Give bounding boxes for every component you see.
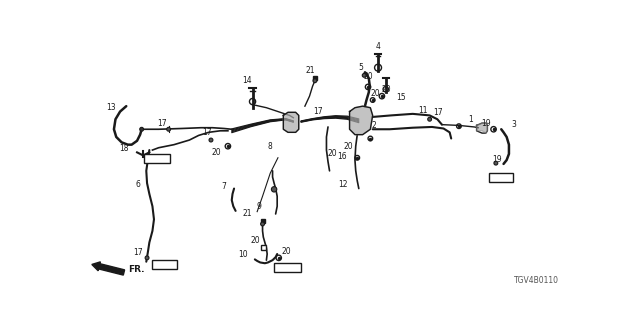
FancyBboxPatch shape [490,173,513,182]
Text: 14: 14 [243,76,252,85]
Text: E-3: E-3 [495,175,508,181]
Text: 2: 2 [372,121,376,130]
Text: 8: 8 [268,142,273,151]
Text: 17: 17 [433,108,443,117]
Text: 11: 11 [418,106,428,115]
Text: FR.: FR. [128,265,144,274]
FancyBboxPatch shape [274,263,301,272]
Text: 7: 7 [221,182,227,191]
Text: 1: 1 [468,115,473,124]
Circle shape [140,127,143,131]
Text: 20: 20 [251,236,260,245]
Text: 16: 16 [337,152,347,161]
Text: 19: 19 [493,155,502,164]
Text: 20: 20 [343,142,353,151]
FancyArrow shape [92,262,125,275]
Circle shape [362,73,366,77]
Text: 10: 10 [239,250,248,259]
FancyBboxPatch shape [152,260,177,269]
Circle shape [166,127,170,131]
Text: 6: 6 [136,180,140,189]
Text: 15: 15 [396,93,406,102]
Circle shape [145,256,149,260]
Polygon shape [349,106,372,135]
Text: 20: 20 [381,85,391,94]
Text: 21: 21 [305,66,315,75]
Text: 9: 9 [256,202,261,211]
Circle shape [428,117,431,121]
Polygon shape [477,123,488,133]
Text: 5: 5 [358,63,363,72]
FancyBboxPatch shape [145,154,170,163]
Circle shape [494,161,498,165]
Text: 17: 17 [202,128,212,137]
Text: 12: 12 [339,180,348,189]
FancyBboxPatch shape [261,245,266,250]
Text: E-4-5: E-4-5 [277,265,298,271]
Circle shape [209,138,213,142]
Text: 20: 20 [212,148,221,157]
Text: 17: 17 [133,248,143,257]
Text: E-4-5: E-4-5 [155,262,175,268]
Circle shape [271,187,276,192]
Text: 3: 3 [511,120,516,129]
Circle shape [313,79,317,83]
Text: E-4-5: E-4-5 [147,156,167,162]
Text: 17: 17 [157,119,167,128]
Text: TGV4B0110: TGV4B0110 [514,276,559,285]
Text: 13: 13 [106,103,116,112]
Circle shape [260,222,264,226]
Text: 18: 18 [119,144,129,153]
Text: 20: 20 [327,149,337,158]
Polygon shape [284,112,299,132]
Text: 20: 20 [282,247,291,256]
Text: 19: 19 [481,119,491,128]
Text: 20: 20 [364,72,373,81]
Text: 20: 20 [371,89,381,98]
Text: 21: 21 [243,210,252,219]
Text: 4: 4 [376,42,381,52]
Text: 17: 17 [313,107,323,116]
